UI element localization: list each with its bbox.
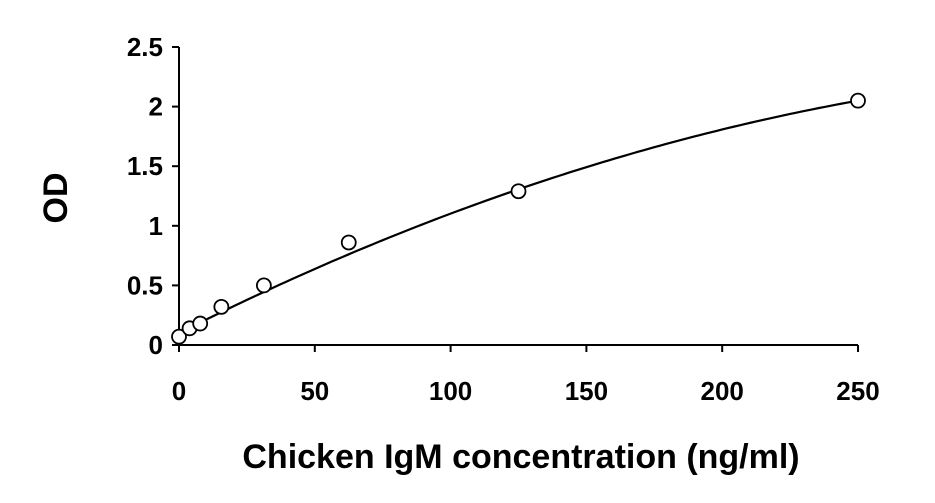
data-point [255, 277, 272, 294]
y-tick-label: 2.5 [127, 32, 163, 62]
data-point [213, 298, 230, 315]
data-points [171, 92, 866, 345]
data-point [171, 328, 187, 345]
y-tick-label: 0.5 [127, 270, 163, 300]
y-tick-label: 1.5 [127, 151, 163, 181]
data-point [340, 234, 357, 251]
y-tick-label: 2 [149, 92, 163, 122]
x-tick-label: 200 [701, 376, 744, 406]
y-tick-label: 1 [149, 211, 163, 241]
y-axis-title: OD [37, 173, 75, 224]
x-tick-label: 150 [565, 376, 608, 406]
data-point [192, 315, 209, 332]
data-point [850, 92, 866, 109]
data-point [510, 183, 527, 200]
x-axis-title: Chicken IgM concentration (ng/ml) [242, 438, 799, 476]
x-tick-label: 100 [429, 376, 472, 406]
axes [178, 47, 858, 346]
y-axis-ticks: 0 0.5 1 1.5 2 2.5 [127, 32, 179, 360]
fit-curve [178, 99, 859, 335]
x-tick-label: 0 [172, 376, 186, 406]
x-axis-ticks: 0 50 100 150 200 250 [172, 345, 880, 406]
x-tick-label: 50 [300, 376, 329, 406]
y-tick-label: 0 [149, 330, 163, 360]
x-tick-label: 250 [836, 376, 879, 406]
